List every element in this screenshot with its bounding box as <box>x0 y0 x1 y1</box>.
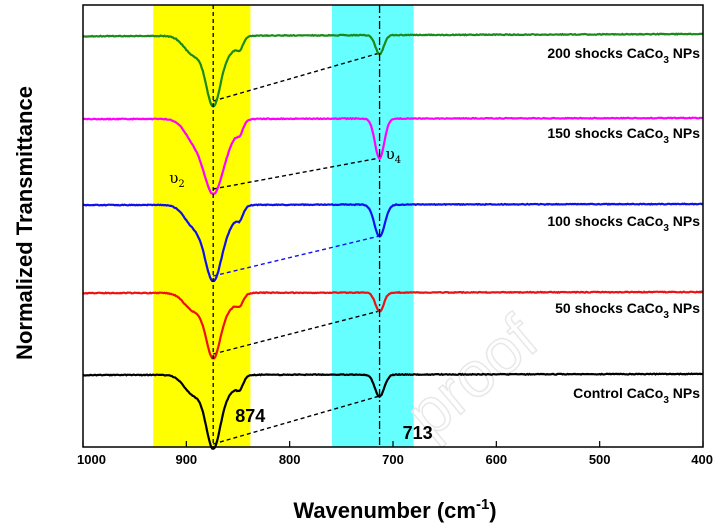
series-label-2: 150 shocks CaCo3 NPs <box>547 125 700 146</box>
x-tick-label-900: 900 <box>175 452 197 467</box>
x-tick-label-1000: 1000 <box>77 452 106 467</box>
x-axis-title: Wavenumber (cm-1) <box>293 496 496 523</box>
peak-connector-4 <box>213 310 380 355</box>
series-labels: 200 shocks CaCo3 NPs 150 shocks CaCo3 NPs… <box>547 45 700 406</box>
peak-connector-1 <box>213 52 380 102</box>
x-tick-label-500: 500 <box>589 452 611 467</box>
x-tick-label-800: 800 <box>279 452 301 467</box>
peak-shift-connectors <box>213 52 380 445</box>
series-line-1 <box>82 32 704 108</box>
x-axis-title-sup: -1 <box>476 496 489 513</box>
peak-lines <box>212 5 381 447</box>
mode-label-4: υ4 <box>386 145 402 166</box>
spectra-series <box>82 32 704 450</box>
peak-connector-2 <box>213 157 380 190</box>
highlight-bands <box>153 5 414 447</box>
mode-label-2: υ2 <box>169 169 185 190</box>
series-line-4 <box>82 290 704 360</box>
peak-label-713: 713 <box>403 423 433 443</box>
peak-connector-5 <box>213 395 380 445</box>
series-line-2 <box>82 116 704 196</box>
highlight-band-1 <box>153 5 251 447</box>
series-label-1: 200 shocks CaCo3 NPs <box>547 45 700 66</box>
x-tick-label-600: 600 <box>485 452 507 467</box>
series-label-5: Control CaCo3 NPs <box>573 385 700 406</box>
y-axis-title: Normalized Transmittance <box>12 86 37 360</box>
x-tick-label-400: 400 <box>691 452 713 467</box>
peak-annotations: 874 713 υ2 υ4 <box>169 145 432 443</box>
peak-label-874: 874 <box>235 406 265 426</box>
highlight-band-2 <box>332 5 414 447</box>
series-label-3: 100 shocks CaCo3 NPs <box>547 213 700 234</box>
x-axis-ticks: 1000 900 800 700 600 500 400 <box>77 441 713 467</box>
x-axis-title-close: ) <box>489 498 496 523</box>
series-label-4: 50 shocks CaCo3 NPs <box>555 300 700 321</box>
series-line-5 <box>82 372 704 450</box>
x-axis-title-main: Wavenumber (cm <box>293 498 476 523</box>
x-tick-label-700: 700 <box>382 452 404 467</box>
series-line-3 <box>82 202 704 283</box>
peak-connector-3 <box>213 235 380 277</box>
